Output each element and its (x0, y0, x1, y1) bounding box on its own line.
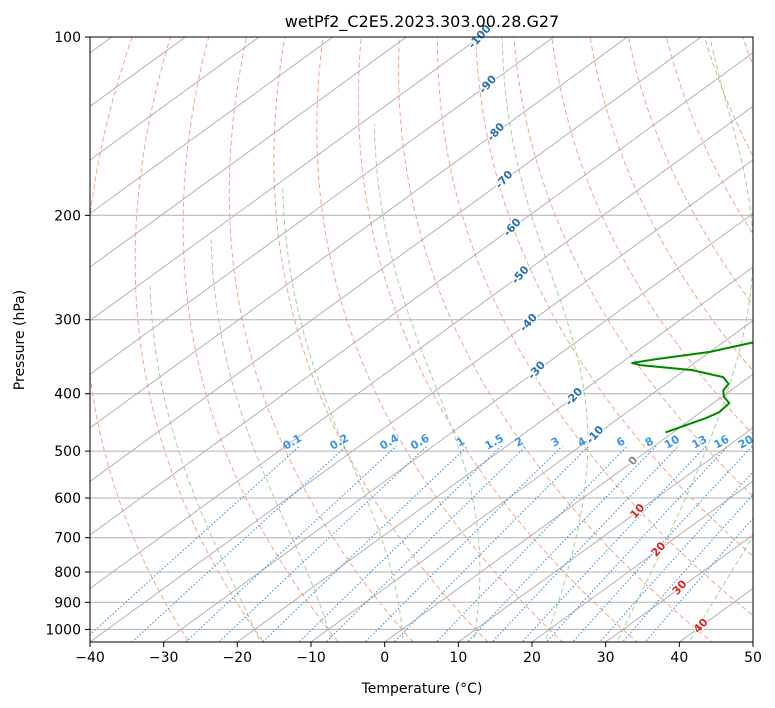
dry-adiabat-line (589, 37, 753, 372)
moist-adiabat-line (282, 188, 404, 642)
x-tick-label: −10 (296, 650, 326, 666)
isotherm-line (90, 37, 260, 161)
isotherm-line (90, 159, 753, 642)
y-tick-label: 800 (54, 565, 81, 581)
isotherm-line (90, 37, 481, 322)
isotherm-line (90, 37, 629, 429)
isotherm-line (90, 105, 753, 590)
mixing-ratio-line (261, 445, 469, 642)
profile-lines (631, 341, 753, 434)
dry-adiabat-line (513, 37, 753, 497)
mixing-ratio-line (90, 445, 301, 636)
isotherm-line (236, 266, 753, 642)
y-axis-label: Pressure (hPa) (12, 290, 28, 390)
dry-adiabat-line (273, 37, 489, 642)
dry-adiabat-line (398, 37, 713, 642)
isotherm-line (90, 52, 753, 536)
dry-adiabat-line (704, 37, 753, 158)
dry-adiabat-line (90, 37, 190, 642)
moist-adiabat-line (688, 535, 753, 642)
y-tick-label: 700 (54, 531, 81, 547)
y-tick-label: 100 (54, 30, 81, 46)
dry-adiabat-line (665, 37, 753, 235)
y-tick-label: 900 (54, 595, 81, 611)
mixing-ratio-line (599, 471, 753, 642)
mixing-ratio-line (644, 517, 753, 642)
isotherm-line (162, 212, 753, 642)
x-tick-label: 30 (597, 650, 615, 666)
isotherm-line (531, 480, 753, 642)
axes: −40 −30 −20 −10 0 10 20 30 40 50 100 200 300 400 500 60… (45, 30, 762, 666)
dry-adiabat-line (357, 37, 638, 642)
chart-title: wetPf2_C2E5.2023.303.00.28.G27 (285, 12, 559, 32)
isotherm-line (90, 37, 555, 375)
dry-adiabat-line (182, 37, 339, 642)
y-tick-label: 200 (54, 208, 81, 224)
y-tick-label: 500 (54, 444, 81, 460)
mixing-ratio-line (364, 445, 563, 642)
isotherm-line (604, 534, 753, 642)
mixing-ratio-line (435, 445, 629, 642)
mixing-ratio-line (545, 445, 729, 642)
dewpoint-profile-line (631, 341, 753, 434)
dry-adiabat-line (436, 37, 753, 617)
mixing-ratio-line (218, 445, 428, 642)
x-tick-label: 0 (380, 650, 389, 666)
moist-adiabat-line (616, 37, 753, 642)
plot-frame (89, 36, 754, 643)
mixing-ratio-line (131, 445, 348, 642)
mixing-ratio-line (325, 445, 527, 642)
isotherm-line (310, 320, 753, 642)
dry-adiabat-line (228, 37, 414, 642)
x-tick-label: 20 (523, 650, 541, 666)
y-tick-label: 300 (54, 313, 81, 329)
mixing-ratio-line (466, 445, 657, 642)
isotherm-line (90, 37, 334, 215)
x-axis-label: Temperature (°C) (361, 681, 483, 697)
x-tick-label: −20 (223, 650, 253, 666)
dry-adiabat-line (316, 37, 564, 642)
mixing-ratio-line (621, 493, 753, 642)
mixing-ratio-line (572, 445, 753, 642)
background-lines (90, 37, 753, 642)
x-tick-label: 50 (744, 650, 762, 666)
isotherm-line (90, 37, 702, 482)
x-tick-label: −30 (149, 650, 179, 666)
x-tick-label: 40 (670, 650, 688, 666)
dry-adiabat-line (475, 37, 753, 557)
y-tick-label: 400 (54, 387, 81, 403)
isotherm-line (383, 373, 753, 642)
x-tick-label: 10 (449, 650, 467, 666)
dry-adiabat-line (627, 37, 753, 306)
isotherm-line (90, 37, 408, 268)
y-tick-label: 600 (54, 491, 81, 507)
mixing-ratio-line (298, 445, 502, 642)
y-tick-label: 1000 (45, 622, 81, 638)
mixing-ratio-line (491, 445, 680, 642)
x-tick-label: −40 (75, 650, 105, 666)
moist-adiabat-line (210, 239, 333, 642)
dry-adiabat-line (134, 37, 265, 642)
isotherm-line (457, 427, 753, 642)
